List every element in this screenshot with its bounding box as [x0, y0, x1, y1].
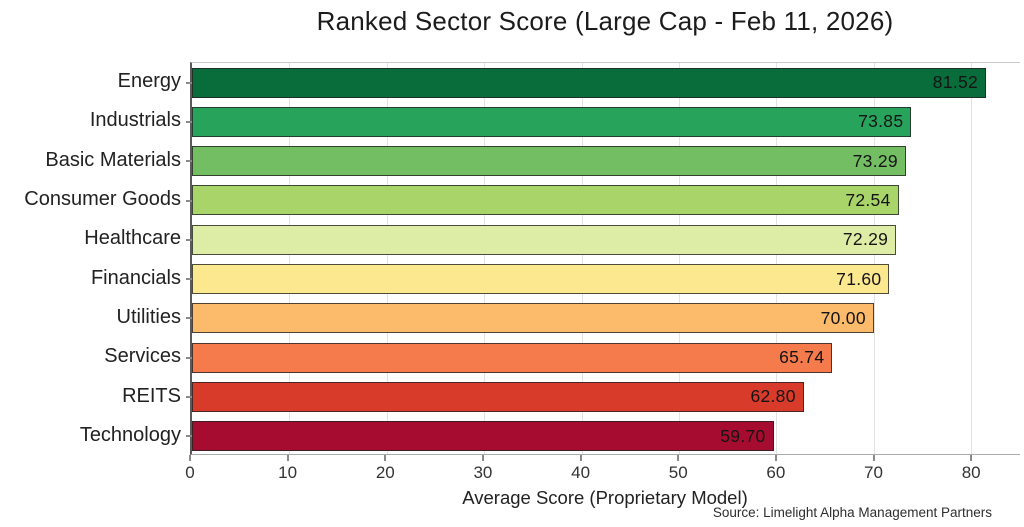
y-label-row-technology: Technology	[0, 416, 192, 455]
x-tick-label-70: 70	[864, 463, 883, 482]
bar-technology: 59.70	[192, 421, 774, 452]
y-label-row-financials: Financials	[0, 259, 192, 298]
x-tick-label-20: 20	[375, 463, 395, 482]
gridline-70	[873, 63, 875, 454]
x-tick-80	[970, 455, 973, 461]
bar-consumer-goods: 72.54	[192, 185, 899, 216]
bar-reits: 62.80	[192, 381, 804, 412]
source-credit: Source: Limelight Alpha Management Partn…	[712, 505, 992, 520]
gridline-80	[971, 63, 973, 454]
gridline-60	[776, 63, 778, 454]
y-label-row-basic-materials: Basic Materials	[0, 141, 192, 180]
bar-energy: 81.52	[192, 67, 987, 98]
y-label-row-services: Services	[0, 337, 192, 376]
x-tick-label-50: 50	[668, 463, 688, 482]
y-label-row-energy: Energy	[0, 62, 192, 101]
bar-value-industrials: 73.85	[858, 111, 904, 132]
bar-value-healthcare: 72.29	[842, 229, 889, 250]
gridline-50	[679, 63, 681, 454]
x-tick-0	[189, 455, 191, 461]
bar-row-services: 65.74	[192, 338, 1020, 377]
y-tick-reits	[186, 396, 192, 399]
x-tick-label-0: 0	[185, 463, 195, 482]
y-label-row-industrials: Industrials	[0, 101, 192, 140]
y-label-row-utilities: Utilities	[0, 298, 192, 337]
y-tick-energy	[186, 81, 192, 84]
y-tick-services	[186, 356, 192, 359]
gridline-40	[581, 63, 583, 454]
x-tick-label-60: 60	[766, 463, 786, 482]
bar-value-basic-materials: 73.29	[852, 150, 898, 171]
x-tick-10	[286, 455, 289, 461]
bar-value-consumer-goods: 72.54	[845, 189, 891, 210]
bar-value-technology: 59.70	[720, 425, 766, 446]
x-tick-label-80: 80	[961, 463, 981, 482]
x-tick-label-40: 40	[571, 463, 591, 482]
bar-row-technology: 59.70	[192, 417, 1020, 456]
y-tick-basic-materials	[186, 160, 192, 163]
x-tick-label-30: 30	[473, 463, 493, 482]
y-tick-industrials	[186, 120, 192, 123]
bar-row-energy: 81.52	[192, 63, 1020, 102]
y-label-services: Services	[104, 345, 181, 368]
bar-value-energy: 81.52	[932, 72, 979, 92]
y-label-energy: Energy	[117, 70, 181, 93]
x-tick-label-10: 10	[278, 463, 298, 482]
bar-value-services: 65.74	[779, 347, 825, 368]
y-tick-consumer-goods	[186, 199, 192, 202]
bar-basic-materials: 73.29	[192, 146, 906, 177]
gridline-30	[484, 63, 486, 454]
bar-financials: 71.60	[192, 264, 890, 294]
y-label-healthcare: Healthcare	[84, 227, 181, 250]
bar-value-utilities: 70.00	[820, 307, 866, 328]
y-label-row-healthcare: Healthcare	[0, 219, 192, 258]
bar-row-industrials: 73.85	[192, 102, 1020, 141]
bar-value-reits: 62.80	[750, 386, 796, 407]
y-label-utilities: Utilities	[116, 305, 181, 328]
x-tick-50	[677, 455, 680, 461]
bar-row-basic-materials: 73.29	[192, 142, 1020, 181]
x-axis: 0 10 20 30 40 50 60 70 80	[185, 455, 1020, 495]
y-tick-healthcare	[186, 238, 192, 241]
y-label-industrials: Industrials	[89, 109, 181, 132]
y-label-basic-materials: Basic Materials	[45, 148, 181, 171]
x-tick-30	[481, 455, 484, 461]
bar-row-reits: 62.80	[192, 377, 1020, 416]
plot-area: 81.52 73.85 73.29 72.54 72.29 71.60 70.00 65.74…	[190, 62, 1020, 455]
y-tick-technology	[186, 435, 192, 438]
x-tick-60	[774, 455, 777, 461]
y-axis-category-labels: Energy Industrials Basic Materials Consumer…	[0, 62, 192, 455]
y-label-consumer-goods: Consumer Goods	[24, 188, 181, 211]
y-label-row-reits: REITS	[0, 376, 192, 415]
bar-row-healthcare: 72.29	[192, 220, 1020, 259]
y-label-financials: Financials	[90, 266, 181, 289]
x-tick-20	[384, 455, 387, 461]
y-tick-financials	[186, 278, 192, 281]
bar-healthcare: 72.29	[192, 224, 897, 255]
y-label-reits: REITS	[122, 384, 181, 407]
y-label-technology: Technology	[79, 423, 181, 446]
y-tick-utilities	[186, 317, 192, 320]
x-tick-40	[579, 455, 582, 461]
x-axis-label: Average Score (Proprietary Model)	[462, 487, 748, 508]
bar-utilities: 70.00	[192, 303, 874, 334]
chart-title: Ranked Sector Score (Large Cap - Feb 11,…	[316, 6, 894, 36]
x-tick-70	[872, 455, 875, 461]
bar-row-financials: 71.60	[192, 260, 1020, 299]
bar-row-utilities: 70.00	[192, 299, 1020, 338]
bar-value-financials: 71.60	[836, 268, 882, 289]
bar-row-consumer-goods: 72.54	[192, 181, 1020, 220]
gridline-20	[386, 63, 388, 454]
bar-services: 65.74	[192, 342, 833, 373]
gridline-10	[289, 63, 291, 454]
bar-industrials: 73.85	[192, 106, 912, 137]
y-label-row-consumer-goods: Consumer Goods	[0, 180, 192, 219]
